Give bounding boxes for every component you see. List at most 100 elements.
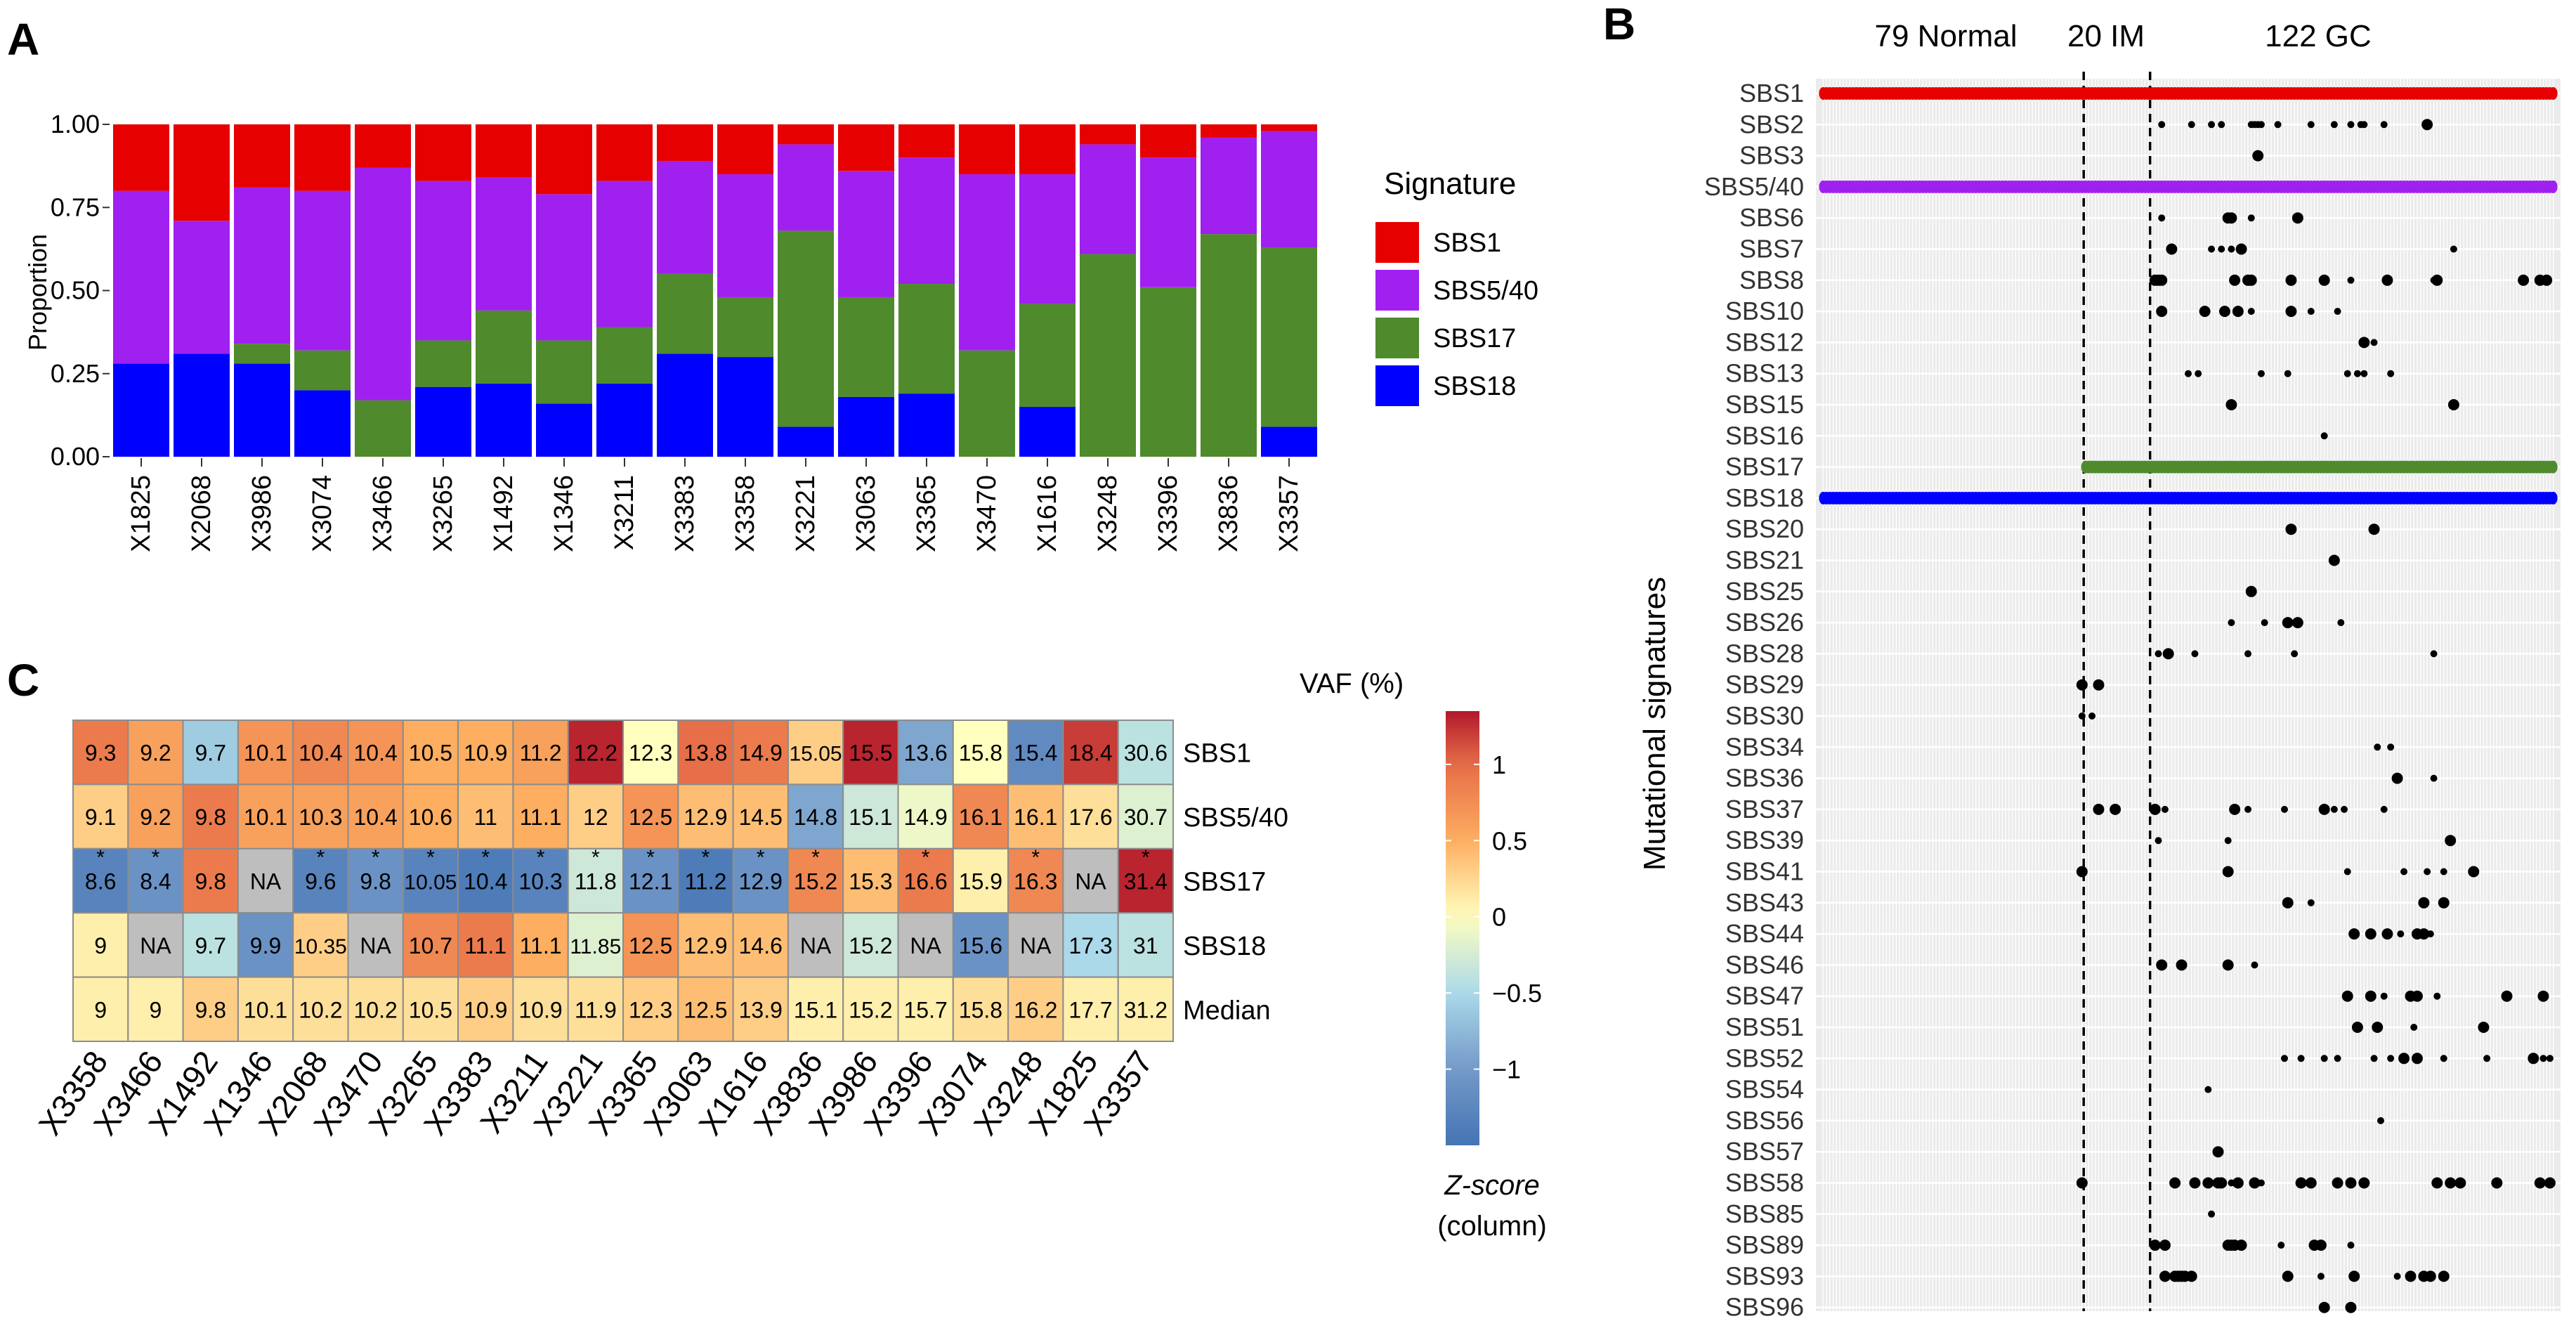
heatmap-cell [127, 976, 184, 1042]
point-SBS41 [2400, 868, 2408, 876]
point-SBS89 [2315, 1239, 2327, 1251]
point-SBS10 [2218, 306, 2230, 318]
group-label: 122 GC [2265, 19, 2372, 53]
legend-label-SBS5/40: SBS5/40 [1433, 276, 1538, 306]
cell-value: 12.9 [739, 869, 783, 894]
point-SBS52 [2334, 1055, 2341, 1062]
cell-value: 15.5 [849, 741, 892, 766]
heatmap-cell [237, 912, 294, 978]
legend-tick-label: −0.5 [1492, 979, 1542, 1008]
legend-label-SBS17: SBS17 [1433, 324, 1516, 353]
cell-value: 15.7 [904, 997, 948, 1022]
legend-tick-label: 0 [1492, 903, 1506, 932]
legend-swatch-SBS18 [1375, 365, 1419, 406]
point-SBS44 [2365, 928, 2376, 940]
cell-value: 13.6 [904, 741, 948, 766]
point-SBS18 [2549, 491, 2558, 505]
bar-X1825-SBS1 [113, 124, 169, 191]
point-SBS96 [2318, 1301, 2330, 1313]
row-labels: SBS1 SBS5/40 SBS17 SBS18 Median [1183, 739, 1288, 1026]
point-SBS39 [2224, 837, 2232, 845]
cell-value: 11.1 [520, 933, 562, 958]
point-SBS2 [2274, 121, 2282, 129]
point-SBS6 [2158, 214, 2166, 222]
point-SBS93 [2405, 1270, 2417, 1282]
bar-X3470-SBS1 [959, 124, 1015, 174]
points [1819, 87, 2558, 1313]
cell-value: 15.2 [849, 997, 892, 1022]
point-SBS37 [2318, 803, 2330, 815]
significance-star: * [537, 846, 545, 869]
bar-X3074-SBS1 [294, 124, 351, 191]
cell-value: 9.8 [195, 997, 226, 1022]
signature-label: SBS16 [1725, 421, 1804, 450]
point-SBS58 [2345, 1177, 2357, 1189]
point-SBS26 [2337, 619, 2345, 627]
bar-X3221-SBS17 [778, 230, 834, 427]
point-SBS13 [2185, 370, 2192, 377]
cell-value: 9 [150, 997, 162, 1022]
heatmap-cell [402, 847, 459, 914]
significance-star: * [646, 846, 655, 869]
point-SBS41 [2076, 866, 2088, 878]
bar-X1346-SBS1 [536, 124, 592, 195]
point-SBS8 [2229, 274, 2241, 286]
bar-X3074-SBS5/40 [294, 190, 351, 351]
cell-value: 10.3 [299, 805, 342, 830]
point-SBS16 [2320, 432, 2328, 440]
point-SBS20 [2368, 523, 2380, 535]
signature-label: SBS93 [1725, 1261, 1804, 1290]
signature-label: SBS43 [1725, 888, 1804, 917]
point-SBS52 [2320, 1055, 2328, 1062]
heatmap-cell [237, 976, 294, 1042]
point-SBS6 [2225, 212, 2237, 224]
cell-value: 12.9 [684, 933, 727, 958]
point-SBS30 [2088, 712, 2096, 720]
point-SBS2 [2360, 121, 2368, 129]
heatmap-cell [292, 976, 349, 1042]
point-SBS58 [2305, 1177, 2317, 1189]
point-SBS6 [2291, 212, 2303, 224]
point-SBS58 [2534, 1177, 2546, 1189]
heatmap-cell [347, 976, 404, 1042]
point-SBS10 [2156, 306, 2168, 318]
cell-value: 15.6 [959, 933, 1002, 958]
x-tick-label: X3383 [670, 475, 700, 552]
bar-X1346-SBS17 [536, 340, 592, 404]
bar-X3396-SBS5/40 [1140, 157, 1196, 287]
signature-label: SBS3 [1739, 141, 1804, 170]
x-tick-label: X3357 [1274, 475, 1304, 552]
point-SBS43 [2282, 897, 2294, 909]
cell-value: NA [140, 933, 171, 958]
x-tick-label: X3358 [731, 475, 760, 552]
point-SBS25 [2245, 585, 2257, 597]
cell-value: 9.2 [140, 741, 171, 766]
bar-X1492-SBS1 [476, 124, 532, 178]
cell-value: 14.9 [739, 741, 783, 766]
point-SBS8 [2518, 274, 2530, 286]
point-SBS34 [2387, 743, 2395, 751]
bar-X3383-SBS17 [657, 273, 713, 354]
cell-value: 11.85 [570, 935, 621, 958]
x-tick-label: X3248 [1093, 475, 1123, 552]
heatmap-cell [677, 912, 734, 978]
heatmap-cell [677, 783, 734, 850]
point-SBS89 [2347, 1242, 2355, 1249]
point-SBS8 [2381, 274, 2393, 286]
point-SBS7 [2166, 243, 2178, 255]
heatmap-cell [952, 847, 1009, 914]
point-SBS96 [2345, 1301, 2357, 1313]
bar-X3358-SBS5/40 [717, 174, 773, 297]
point-SBS46 [2156, 959, 2168, 971]
point-SBS36 [2430, 774, 2438, 782]
point-SBS37 [2229, 803, 2241, 815]
column-labels: X3358X3466X1492X1346X2068X3470X3265X3383… [31, 1044, 1160, 1142]
point-SBS46 [2222, 959, 2234, 971]
cell-value: 30.6 [1124, 741, 1168, 766]
bar-X3248-SBS17 [1080, 254, 1136, 457]
point-SBS10 [2232, 306, 2244, 318]
point-SBS58 [2454, 1177, 2466, 1189]
bar-X3063-SBS1 [838, 124, 894, 171]
significance-star: * [811, 846, 820, 869]
x-tick-label: X3063 [851, 475, 881, 552]
